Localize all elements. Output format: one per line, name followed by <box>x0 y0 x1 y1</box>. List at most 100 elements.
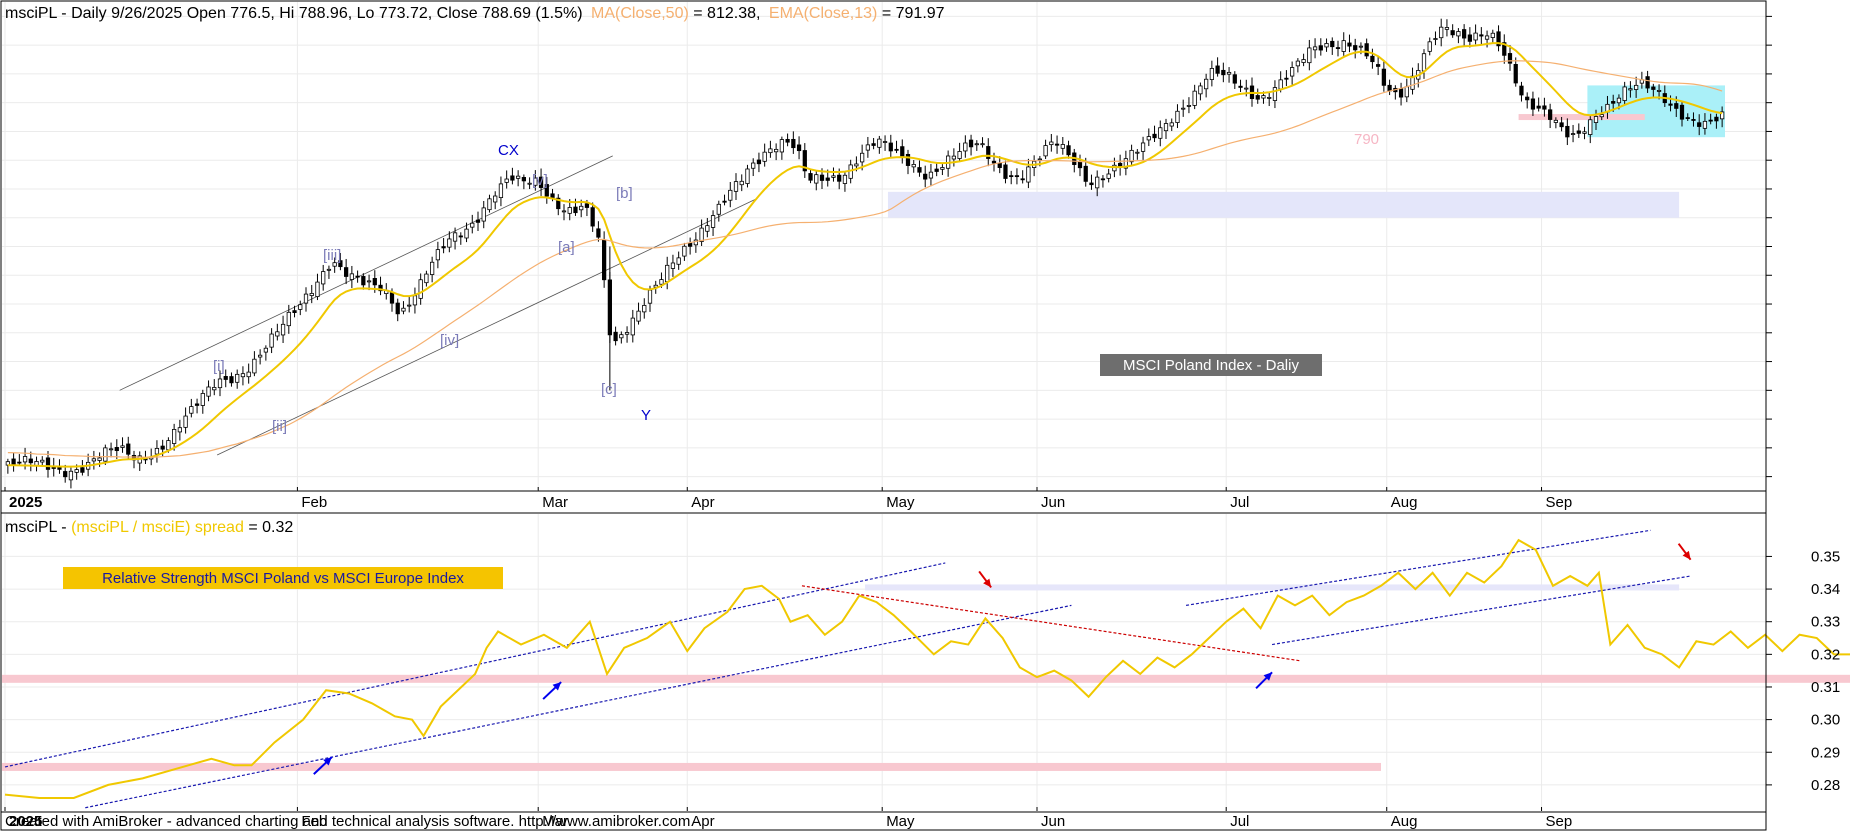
channel-lower-line <box>216 198 757 456</box>
candlestick <box>1020 170 1025 184</box>
candlestick <box>1456 28 1461 44</box>
candlestick <box>361 273 366 290</box>
price-x-tick-label: 2025 <box>9 494 42 511</box>
candlestick <box>1255 88 1260 104</box>
wave-label-cx: CX <box>498 142 519 159</box>
ema-13-line <box>7 42 1723 468</box>
price-title-box: MSCI Poland Index - Daliy <box>1100 354 1322 376</box>
rs-downtrend-line <box>801 585 1301 662</box>
candlestick <box>1060 137 1065 155</box>
candlestick <box>504 170 509 189</box>
candlestick <box>309 284 314 304</box>
wave-labels: CX [v] [b] [iii] [a] [i] [iv] [c] Y [ii] <box>213 142 651 435</box>
candlestick <box>120 437 125 453</box>
candlestick <box>1135 149 1140 160</box>
price-header-symbol: msciPL - Daily 9/26/2025 Open 776.5, Hi … <box>5 5 583 22</box>
candlestick <box>126 436 131 460</box>
candlestick <box>905 149 911 175</box>
candlestick <box>395 298 400 322</box>
candlestick <box>1393 85 1398 100</box>
candlestick <box>108 442 114 458</box>
candlestick <box>510 167 515 185</box>
chart-frame <box>0 0 1767 831</box>
candlestick <box>688 237 693 255</box>
candlestick <box>986 138 991 167</box>
candlestick <box>527 177 532 190</box>
candlestick <box>894 140 899 154</box>
candlestick <box>1324 38 1329 52</box>
rs-y-tick-label: 0.30 <box>1811 712 1840 729</box>
candlestick <box>114 439 119 460</box>
candlestick <box>464 222 469 243</box>
rs-channel-upper-line <box>4 562 946 768</box>
candlestick <box>1410 67 1415 95</box>
support-zone <box>887 191 1680 218</box>
candlestick <box>682 242 687 261</box>
candlestick <box>670 254 676 277</box>
candlestick <box>940 164 945 176</box>
candlestick <box>498 176 504 207</box>
rs-x-tick-label: Jun <box>1041 813 1065 830</box>
candlestick <box>418 273 423 305</box>
wave-label-ii: [ii] <box>272 418 287 435</box>
candlestick <box>189 398 194 418</box>
candlestick <box>447 231 452 253</box>
candlestick <box>183 407 188 434</box>
candlestick <box>1439 18 1444 47</box>
blue-arrow-icon <box>1255 671 1273 689</box>
price-x-tick-label: Feb <box>301 494 327 511</box>
candlestick <box>424 270 429 287</box>
candlestick <box>1433 31 1438 46</box>
candlestick <box>1720 106 1725 128</box>
candlestick <box>1679 100 1685 127</box>
candlestick <box>252 351 257 377</box>
level-790-band <box>1518 114 1645 121</box>
candlestick <box>1553 117 1558 129</box>
candlestick <box>980 137 985 148</box>
candlestick <box>1467 27 1472 48</box>
candlestick <box>630 309 635 343</box>
candlestick <box>877 135 882 154</box>
candlestick <box>378 276 383 296</box>
grid-layer <box>2 2 1766 811</box>
candlestick <box>1685 113 1690 121</box>
rs-x-tick-label: Sep <box>1546 813 1573 830</box>
candlestick <box>366 274 372 291</box>
candlestick <box>435 241 440 269</box>
candlestick <box>1548 103 1553 129</box>
candlestick <box>561 204 567 221</box>
candlestick <box>321 264 326 291</box>
candlestick <box>487 194 492 213</box>
candlestick <box>280 315 286 344</box>
candlestick <box>774 143 779 161</box>
candlestick <box>1622 81 1627 105</box>
ema-value: = 791.97 <box>882 5 945 22</box>
rs-y-tick-label: 0.34 <box>1811 581 1840 598</box>
candlestick <box>556 194 561 216</box>
candlestick <box>1473 24 1478 45</box>
candlestick <box>1003 160 1008 184</box>
candlestick <box>1307 39 1312 71</box>
candlestick <box>1513 57 1518 87</box>
rs-channel2-lower-line <box>1271 575 1691 646</box>
candlestick <box>1576 123 1581 138</box>
candlestick <box>1026 158 1031 189</box>
rs-y-tick-label: 0.31 <box>1811 679 1840 696</box>
blue-arrow-icon <box>313 756 333 775</box>
channel-upper-line <box>119 155 613 391</box>
candlestick <box>1209 60 1214 87</box>
candlestick <box>1272 80 1278 109</box>
candlestick <box>407 296 412 313</box>
candlestick <box>699 219 704 246</box>
price-title-text: MSCI Poland Index - Daliy <box>1123 357 1299 374</box>
candlestick <box>200 389 205 414</box>
candlestick <box>103 444 108 465</box>
candlestick <box>1106 168 1111 183</box>
price-header: msciPL - Daily 9/26/2025 Open 776.5, Hi … <box>5 5 945 22</box>
candlestick <box>263 345 268 361</box>
rs-title-text: Relative Strength MSCI Poland vs MSCI Eu… <box>102 570 464 587</box>
candlestick <box>963 135 968 158</box>
candlestick <box>1559 117 1564 132</box>
candlestick <box>888 134 893 158</box>
candlestick <box>624 326 630 343</box>
